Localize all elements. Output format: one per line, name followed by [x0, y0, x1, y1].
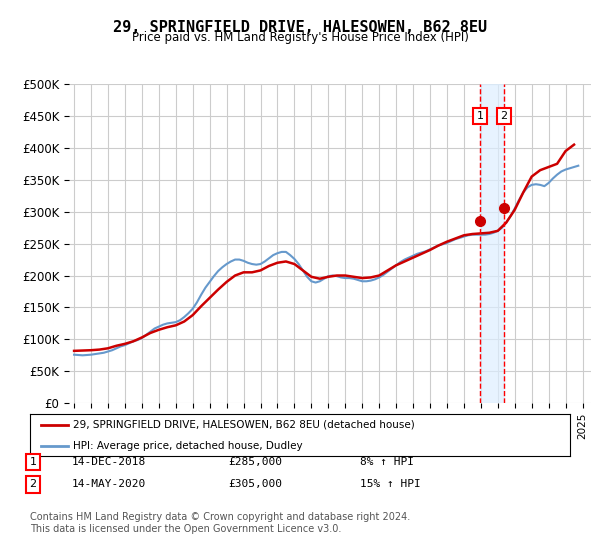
Text: 15% ↑ HPI: 15% ↑ HPI: [360, 479, 421, 489]
Bar: [480, 84, 504, 403]
Text: 1: 1: [476, 111, 484, 121]
Text: 14-MAY-2020: 14-MAY-2020: [72, 479, 146, 489]
Text: HPI: Average price, detached house, Dudley: HPI: Average price, detached house, Dudl…: [73, 441, 303, 451]
Text: Contains HM Land Registry data © Crown copyright and database right 2024.
This d: Contains HM Land Registry data © Crown c…: [30, 512, 410, 534]
Text: 8% ↑ HPI: 8% ↑ HPI: [360, 457, 414, 467]
Text: 2: 2: [500, 111, 508, 121]
Text: £305,000: £305,000: [228, 479, 282, 489]
Text: 14-DEC-2018: 14-DEC-2018: [72, 457, 146, 467]
Text: 2: 2: [29, 479, 37, 489]
Text: £285,000: £285,000: [228, 457, 282, 467]
Text: 29, SPRINGFIELD DRIVE, HALESOWEN, B62 8EU: 29, SPRINGFIELD DRIVE, HALESOWEN, B62 8E…: [113, 20, 487, 35]
Text: 29, SPRINGFIELD DRIVE, HALESOWEN, B62 8EU (detached house): 29, SPRINGFIELD DRIVE, HALESOWEN, B62 8E…: [73, 420, 415, 430]
Text: 1: 1: [29, 457, 37, 467]
Text: Price paid vs. HM Land Registry's House Price Index (HPI): Price paid vs. HM Land Registry's House …: [131, 31, 469, 44]
